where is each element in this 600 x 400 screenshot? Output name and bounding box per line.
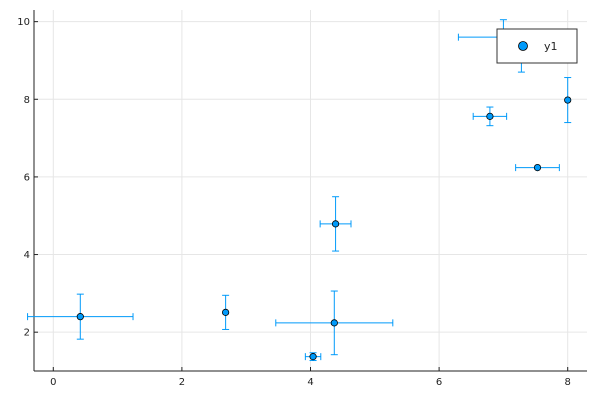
error-bars (27, 19, 572, 362)
legend-label: y1 (544, 40, 558, 53)
legend: y1 (496, 28, 578, 64)
axes (33, 10, 587, 372)
data-point (486, 112, 494, 120)
data-point (76, 313, 84, 321)
y-tick-label: 6 (24, 172, 30, 183)
data-point (331, 220, 340, 228)
x-tick-label: 0 (50, 377, 56, 388)
data-point (533, 163, 542, 172)
x-tick-label: 4 (307, 377, 313, 388)
y-tick-label: 10 (17, 17, 30, 28)
data-point (330, 319, 338, 327)
data-points (76, 33, 572, 361)
x-tick-label: 6 (436, 377, 442, 388)
data-point (309, 353, 317, 361)
x-tick-label: 8 (565, 377, 571, 388)
y-tick-label: 4 (24, 250, 30, 261)
legend-marker (518, 41, 528, 51)
x-tick-label: 2 (179, 377, 185, 388)
y-tick-label: 8 (24, 95, 30, 106)
grid-lines (34, 10, 587, 371)
data-point (222, 308, 230, 316)
legend-box (496, 28, 578, 64)
y-tick-label: 2 (24, 328, 30, 339)
tick-labels: 0 2 4 6 8 2 4 6 8 10 (17, 17, 571, 388)
data-point (564, 96, 572, 104)
